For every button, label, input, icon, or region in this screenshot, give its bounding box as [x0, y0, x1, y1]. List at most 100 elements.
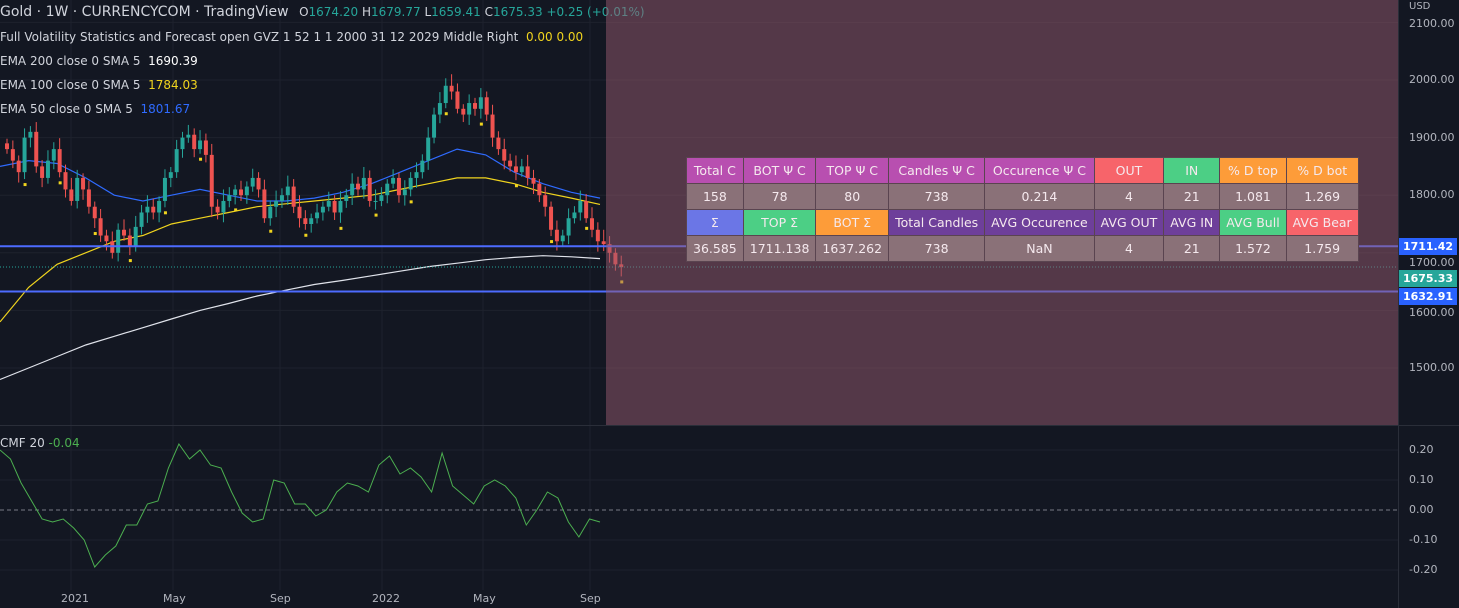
table-cell: 738 — [888, 235, 986, 262]
cmf-tick: -0.20 — [1409, 563, 1438, 576]
table-cell: Total C — [686, 157, 744, 184]
candle — [426, 137, 431, 161]
indicator-value: 1801.67 — [140, 102, 191, 116]
candle — [566, 218, 571, 236]
currency-label: USD — [1409, 1, 1431, 12]
candle — [122, 229, 126, 236]
candle — [81, 177, 86, 190]
table-cell: 4 — [1093, 183, 1165, 210]
candle — [408, 177, 413, 190]
candle — [601, 241, 606, 245]
symbol-header: Gold · 1W · CURRENCYCOM · TradingView O1… — [0, 4, 645, 20]
candle — [367, 177, 372, 201]
candle — [10, 149, 15, 161]
signal-dot — [234, 208, 238, 212]
indicator-legend[interactable]: EMA 200 close 0 SMA 5 1690.39 — [0, 54, 198, 68]
price-tag: 1711.42 — [1399, 238, 1457, 255]
interval: 1W — [45, 4, 69, 20]
indicator-label: EMA 200 close 0 SMA 5 — [0, 54, 141, 68]
source: TradingView — [204, 4, 289, 20]
table-cell: TOP Σ — [742, 209, 817, 236]
candle — [420, 160, 425, 173]
table-cell: % D top — [1219, 157, 1287, 184]
table-cell: AVG OUT — [1093, 209, 1165, 236]
table-cell: Total Candles — [888, 209, 986, 236]
candle — [203, 140, 208, 155]
candle — [537, 183, 542, 196]
time-tick: 2022 — [372, 592, 400, 605]
signal-dot — [163, 211, 167, 215]
candle — [180, 137, 185, 150]
signal-dot — [93, 232, 97, 236]
cmf-tick: 0.20 — [1409, 443, 1434, 456]
candle — [584, 200, 589, 219]
signal-dot — [339, 226, 343, 230]
candle — [402, 189, 407, 196]
indicator-legend[interactable]: Full Volatility Statistics and Forecast … — [0, 30, 583, 44]
indicator-legend[interactable]: EMA 50 close 0 SMA 5 1801.67 — [0, 102, 190, 116]
candle — [40, 166, 45, 178]
price-tick: 1600.00 — [1409, 306, 1455, 319]
table-cell: BOT Σ — [815, 209, 890, 236]
table-row: Σ TOP Σ BOT Σ Total Candles AVG Occurence AVG… — [686, 209, 1359, 236]
candle — [437, 103, 442, 115]
signal-dot — [409, 200, 413, 204]
cmf-pane[interactable] — [0, 426, 1398, 590]
table-cell: OUT — [1093, 157, 1165, 184]
symbol[interactable]: Gold — [0, 4, 33, 20]
candle — [256, 177, 261, 190]
signal-dot — [374, 213, 378, 217]
table-row: Total C BOT Ψ C TOP Ψ C Candles Ψ C Occurenc… — [686, 157, 1359, 184]
candle — [478, 97, 483, 109]
cmf-legend[interactable]: CMF 20 -0.04 — [0, 436, 80, 450]
table-cell: AVG IN — [1163, 209, 1221, 236]
candle — [350, 183, 355, 196]
time-tick: May — [163, 592, 186, 605]
candle — [461, 108, 466, 115]
candle — [239, 189, 243, 196]
pane-separator[interactable] — [0, 425, 1459, 426]
candle — [443, 85, 448, 104]
table-cell: AVG Bear — [1285, 209, 1359, 236]
candle — [116, 229, 121, 253]
price-tick: 1700.00 — [1409, 256, 1455, 269]
candle — [455, 91, 460, 109]
high-value: 1679.77 — [371, 5, 421, 19]
candle — [227, 195, 232, 201]
candle — [309, 218, 314, 224]
candle — [16, 160, 21, 173]
table-cell: 80 — [815, 183, 890, 210]
table-cell: 36.585 — [686, 235, 744, 262]
table-cell: 1.759 — [1285, 235, 1359, 262]
price-axis[interactable]: USD 2100.00 2000.00 1900.00 1800.00 1700.00 1… — [1398, 0, 1459, 608]
cmf-tick: 0.10 — [1409, 473, 1434, 486]
table-cell: IN — [1163, 157, 1221, 184]
signal-dot — [444, 112, 448, 116]
table-cell: Candles Ψ C — [888, 157, 986, 184]
table-cell: 78 — [742, 183, 817, 210]
signal-dot — [585, 226, 589, 230]
o-label: O — [299, 5, 309, 19]
candle — [22, 137, 27, 173]
table-row: 36.585 1711.138 1637.262 738 NaN 4 21 1.572 1.75… — [686, 235, 1359, 262]
candle — [326, 200, 331, 207]
candle — [250, 177, 255, 187]
h-label: H — [361, 5, 372, 19]
indicator-legend[interactable]: EMA 100 close 0 SMA 5 1784.03 — [0, 78, 198, 92]
candle — [198, 140, 203, 150]
candle — [303, 218, 308, 224]
candle — [391, 177, 396, 184]
low-value: 1659.41 — [431, 5, 481, 19]
candle — [297, 206, 302, 219]
cmf-line — [0, 442, 601, 568]
open-value: 1674.20 — [308, 5, 359, 19]
candle — [186, 134, 191, 138]
table-cell: 21 — [1163, 183, 1221, 210]
candle — [162, 177, 167, 201]
candle — [45, 160, 50, 178]
price-tag: 1632.91 — [1399, 288, 1457, 305]
close-value: 1675.33 — [493, 5, 543, 19]
table-cell: 1.269 — [1285, 183, 1359, 210]
candle — [151, 206, 156, 213]
table-cell: 158 — [686, 183, 744, 210]
